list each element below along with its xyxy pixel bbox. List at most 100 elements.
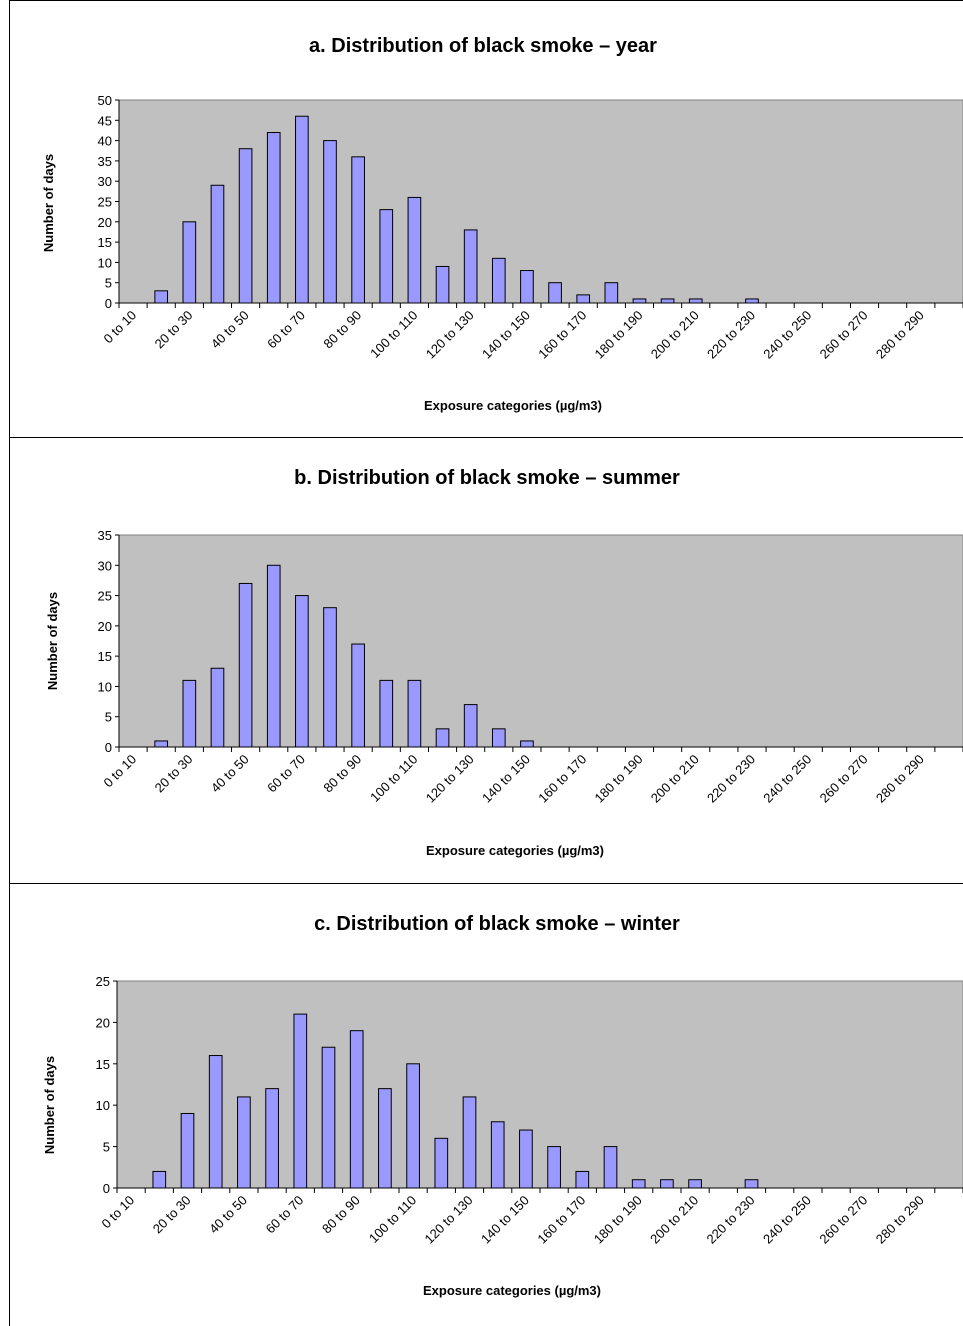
plot-area: [116, 980, 963, 1189]
bar: [434, 1137, 449, 1189]
figure-frame: [9, 0, 963, 1326]
x-tick-label: 0 to 10: [98, 1193, 137, 1232]
x-axis-title: Exposure categories (µg/m3): [423, 1283, 601, 1298]
chart-title: a. Distribution of black smoke – year: [309, 35, 657, 57]
bar: [154, 290, 169, 304]
bar: [238, 582, 253, 748]
x-axis-title: Exposure categories (µg/m3): [424, 398, 602, 413]
x-tick-label: 20 to 30: [150, 1193, 194, 1237]
plot-area: [118, 99, 963, 304]
x-tick-label: 160 to 170: [534, 1193, 588, 1247]
y-tick-label: 5: [105, 276, 112, 291]
bar: [210, 184, 225, 304]
bar: [321, 1046, 336, 1189]
x-tick-label: 280 to 290: [873, 308, 927, 362]
bar: [632, 298, 647, 304]
bar: [688, 298, 703, 304]
x-axis-title: Exposure categories (µg/m3): [426, 843, 604, 858]
bar: [379, 209, 394, 304]
y-tick-label: 25: [98, 589, 112, 604]
bar: [266, 564, 281, 748]
y-axis-title: Number of days: [41, 154, 56, 252]
x-tick-label: 180 to 190: [592, 308, 646, 362]
bar: [745, 298, 759, 304]
x-tick-label: 60 to 70: [264, 308, 308, 352]
bar: [293, 1013, 308, 1189]
bar: [349, 1030, 364, 1189]
y-tick-label: 45: [98, 113, 112, 128]
bar: [463, 704, 478, 748]
x-tick-label: 160 to 170: [535, 308, 589, 362]
bar: [491, 728, 506, 748]
bar: [323, 140, 337, 304]
bar: [631, 1179, 646, 1189]
x-tick-label: 80 to 90: [320, 752, 364, 796]
y-tick-label: 0: [103, 1181, 110, 1196]
x-tick-label: 120 to 130: [422, 1193, 476, 1247]
chart-summer: b. Distribution of black smoke – summer …: [45, 467, 963, 858]
y-axis-title: Number of days: [45, 592, 60, 690]
y-tick-label: 10: [96, 1098, 110, 1113]
x-tick-label: 40 to 50: [206, 1193, 250, 1237]
bar: [520, 270, 534, 304]
y-tick-label: 10: [98, 255, 112, 270]
x-tick-label: 100 to 110: [367, 752, 420, 805]
y-tick-label: 35: [98, 154, 112, 169]
bar: [182, 221, 197, 304]
bar: [238, 148, 253, 304]
bar: [210, 667, 225, 748]
bar: [152, 1170, 167, 1189]
bar: [575, 1170, 590, 1189]
bar: [604, 282, 619, 304]
bar: [463, 229, 478, 304]
bar: [688, 1179, 702, 1189]
y-tick-label: 5: [105, 710, 112, 725]
chart-panel-winter: c. Distribution of black smoke – winter …: [9, 884, 963, 1326]
x-tick-label: 200 to 210: [648, 308, 702, 362]
bar: [208, 1055, 223, 1189]
x-tick-label: 220 to 230: [704, 308, 758, 362]
bar: [435, 728, 450, 748]
bar: [490, 1121, 505, 1189]
bar: [378, 1088, 392, 1189]
x-tick-label: 100 to 110: [367, 308, 420, 361]
y-tick-label: 30: [98, 558, 112, 573]
x-tick-label: 120 to 130: [423, 752, 477, 806]
y-tick-label: 20: [98, 619, 112, 634]
chart-panel-summer: b. Distribution of black smoke – summer …: [9, 438, 963, 883]
chart-year: a. Distribution of black smoke – year Nu…: [41, 35, 963, 413]
x-tick-label: 0 to 10: [100, 308, 139, 347]
panel-divider: [9, 437, 963, 438]
y-tick-label: 35: [98, 528, 112, 543]
bar: [351, 643, 365, 748]
x-tick-label: 40 to 50: [208, 308, 252, 352]
y-tick-label: 25: [96, 974, 110, 989]
x-tick-label: 180 to 190: [591, 1193, 645, 1247]
x-tick-label: 220 to 230: [704, 752, 758, 806]
x-tick-label: 160 to 170: [535, 752, 589, 806]
x-tick-label: 120 to 130: [423, 308, 477, 362]
x-tick-label: 180 to 190: [592, 752, 646, 806]
chart-panel-year: a. Distribution of black smoke – year Nu…: [9, 0, 963, 437]
bar: [603, 1146, 618, 1189]
x-tick-label: 20 to 30: [152, 308, 196, 352]
x-tick-label: 140 to 150: [479, 308, 533, 362]
chart-title: b. Distribution of black smoke – summer: [294, 467, 680, 489]
x-tick-label: 240 to 250: [760, 308, 814, 362]
bar: [379, 679, 394, 748]
bar: [520, 740, 534, 748]
bar: [237, 1096, 251, 1189]
y-tick-label: 0: [105, 740, 112, 755]
bar: [180, 1112, 195, 1189]
bar: [295, 115, 309, 304]
y-tick-label: 30: [98, 174, 112, 189]
bar: [406, 1063, 420, 1189]
x-tick-label: 240 to 250: [760, 752, 814, 806]
bar: [182, 679, 197, 748]
x-tick-label: 280 to 290: [873, 752, 927, 806]
x-tick-label: 260 to 270: [816, 1193, 870, 1247]
bar: [266, 131, 281, 304]
y-tick-label: 15: [98, 235, 112, 250]
x-tick-label: 260 to 270: [817, 752, 871, 806]
y-tick-label: 15: [96, 1057, 110, 1072]
